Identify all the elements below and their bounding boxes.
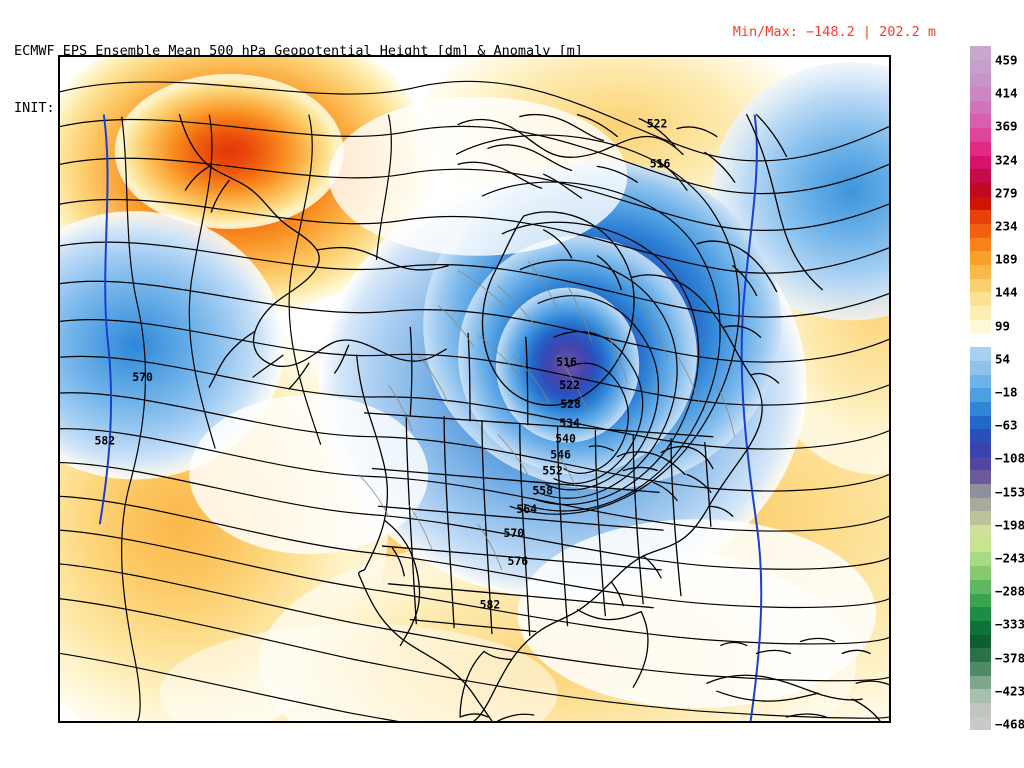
colorbar-segment <box>970 210 991 224</box>
colorbar-segment <box>970 566 991 580</box>
contour-label: 522 <box>647 117 668 131</box>
colorbar-tick-label: −288 <box>995 583 1024 599</box>
contour-label: 564 <box>516 502 537 516</box>
contour-label: 522 <box>559 378 580 392</box>
colorbar <box>970 46 991 731</box>
colorbar-segment <box>970 388 991 402</box>
contour-label: 546 <box>550 448 571 462</box>
colorbar-tick-label: −378 <box>995 650 1024 666</box>
colorbar-segment <box>970 278 991 293</box>
colorbar-segment <box>970 100 991 115</box>
colorbar-segment <box>970 169 991 183</box>
colorbar-segment <box>970 689 991 703</box>
colorbar-tick-labels: 459 414 369 324 279 234 189 144 99 54 −18 −63 −108 −1… <box>995 46 1024 732</box>
colorbar-tick-label: 459 <box>995 52 1018 68</box>
colorbar-segment <box>970 319 991 334</box>
colorbar-tick-label: −63 <box>995 417 1018 433</box>
geopotential-height-contours <box>60 80 889 721</box>
colorbar-segment <box>970 360 991 375</box>
colorbar-segment <box>970 716 991 731</box>
coastlines-and-borders <box>178 113 889 721</box>
colorbar-segment <box>970 292 991 307</box>
colorbar-segment <box>970 607 991 621</box>
colorbar-segment <box>970 223 991 238</box>
colorbar-segment <box>970 634 991 649</box>
highlighted-contour-552 <box>98 114 763 721</box>
colorbar-segment <box>970 251 991 265</box>
colorbar-segment <box>970 648 991 662</box>
colorbar-tick-label: 99 <box>995 318 1011 334</box>
colorbar-segment <box>970 470 991 484</box>
colorbar-segment <box>970 661 991 676</box>
colorbar-segment <box>970 141 991 156</box>
map-panel[interactable]: 522 516 570 582 516 522 528 534 540 546 … <box>58 55 891 723</box>
contour-label: 576 <box>507 554 528 568</box>
colorbar-tick-label: −423 <box>995 683 1024 699</box>
colorbar-tick-label: −243 <box>995 550 1024 566</box>
colorbar-tick-label: 54 <box>995 351 1011 367</box>
colorbar-segment <box>970 675 991 690</box>
colorbar-tick-label: 234 <box>995 218 1018 234</box>
contour-label-group: 522 516 570 582 516 522 528 534 540 546 … <box>94 117 670 612</box>
colorbar-segment <box>970 456 991 471</box>
colorbar-segment <box>970 196 991 211</box>
colorbar-tick-label: 369 <box>995 118 1018 134</box>
contour-label: 570 <box>503 526 524 540</box>
colorbar-segment <box>970 484 991 498</box>
colorbar-tick-label: −198 <box>995 517 1024 533</box>
colorbar-tick-label: −468 <box>995 716 1024 732</box>
colorbar-segment <box>970 46 991 60</box>
colorbar-segment <box>970 593 991 608</box>
colorbar-segment <box>970 347 991 361</box>
colorbar-segment <box>970 182 991 197</box>
colorbar-segment <box>970 552 991 567</box>
colorbar-tick-label: 414 <box>995 85 1018 101</box>
colorbar-segment <box>970 525 991 539</box>
contour-label: 528 <box>560 397 581 411</box>
colorbar-segment <box>970 87 991 101</box>
colorbar-tick-label: 324 <box>995 152 1018 168</box>
colorbar-tick-label: −108 <box>995 450 1024 466</box>
colorbar-segment <box>970 59 991 74</box>
colorbar-segment <box>970 415 991 430</box>
map-canvas[interactable]: 522 516 570 582 516 522 528 534 540 546 … <box>60 57 889 721</box>
colorbar-segment <box>970 401 991 416</box>
contour-label: 516 <box>650 156 671 170</box>
colorbar-segment <box>970 128 991 142</box>
colorbar-segment <box>970 620 991 635</box>
colorbar-segment <box>970 333 991 348</box>
colorbar-segment <box>970 374 991 389</box>
colorbar-segment <box>970 579 991 594</box>
colorbar-segment <box>970 703 991 717</box>
colorbar-tick-label: 189 <box>995 251 1018 267</box>
contour-label: 552 <box>542 463 563 477</box>
contour-label: 516 <box>556 355 577 369</box>
colorbar-segment <box>970 442 991 457</box>
colorbar-segment <box>970 538 991 553</box>
contour-label: 582 <box>480 598 501 612</box>
colorbar-segment <box>970 497 991 512</box>
colorbar-segment <box>970 265 991 279</box>
colorbar-tick-label: 279 <box>995 185 1018 201</box>
colorbar-tick-label: −18 <box>995 384 1018 400</box>
contour-label: 570 <box>132 370 153 384</box>
contour-label: 540 <box>555 432 576 446</box>
secondary-boundaries <box>358 260 736 571</box>
colorbar-tick-label: −333 <box>995 616 1024 632</box>
colorbar-segment <box>970 429 991 443</box>
colorbar-segment <box>970 155 991 170</box>
contour-label: 558 <box>532 483 553 497</box>
colorbar-segment <box>970 237 991 252</box>
minmax-readout: Min/Max: −148.2 | 202.2 m <box>732 24 936 40</box>
colorbar-segment <box>970 73 991 88</box>
colorbar-tick-label: 144 <box>995 284 1018 300</box>
contour-label: 534 <box>559 416 580 430</box>
colorbar-segment <box>970 114 991 129</box>
colorbar-segment <box>970 511 991 526</box>
colorbar-segment <box>970 306 991 320</box>
contour-label: 582 <box>94 434 115 448</box>
colorbar-tick-label: −153 <box>995 484 1024 500</box>
